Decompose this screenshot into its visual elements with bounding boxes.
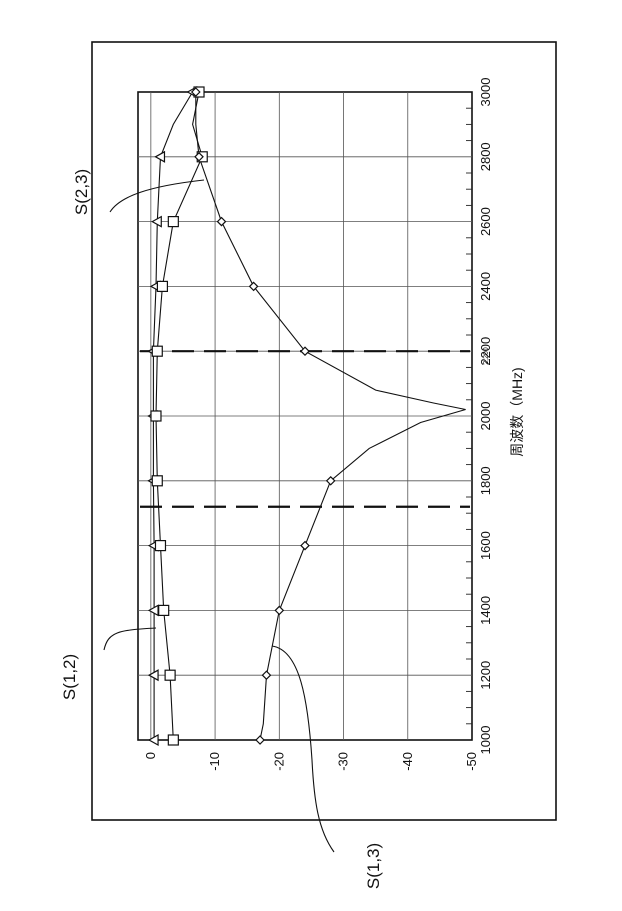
series-marker-23 [155, 541, 165, 551]
freq-tick-label: 2800 [478, 142, 493, 171]
callout-s13: S(1,3) [364, 843, 383, 889]
db-tick-label: -50 [464, 752, 479, 771]
db-tick-label: 0 [143, 752, 158, 759]
freq-tick-label: 1600 [478, 531, 493, 560]
freq-tick-label: 2400 [478, 272, 493, 301]
db-tick-label: -30 [336, 752, 351, 771]
series-marker-23 [152, 346, 162, 356]
x-axis-title: 周波数（MHz) [509, 367, 525, 456]
series-marker-23 [159, 605, 169, 615]
freq-tick-label: 1200 [478, 661, 493, 690]
freq-tick-label: 3000 [478, 78, 493, 107]
db-tick-label: -20 [271, 752, 286, 771]
frequency-tick-labels: 1000120014001600180020002200240026002800… [478, 78, 493, 755]
series-marker-23 [157, 281, 167, 291]
freq-tick-label: 1400 [478, 596, 493, 625]
series-marker-23 [165, 670, 175, 680]
series-marker-23 [152, 476, 162, 486]
db-tick-label: -40 [400, 752, 415, 771]
series-marker-23 [168, 735, 178, 745]
callout-s23: S(2,3) [72, 169, 91, 215]
db-tick-labels: 0 -10 -20 -30 -40 -50 [143, 752, 479, 771]
series-marker-23 [168, 217, 178, 227]
db-tick-label: -10 [207, 752, 222, 771]
freq-tick-label: 2600 [478, 207, 493, 236]
stray-label: 2,200 [483, 347, 490, 365]
series-marker-23 [151, 411, 161, 421]
freq-tick-label: 1800 [478, 466, 493, 495]
freq-tick-label: 2000 [478, 402, 493, 431]
callout-s12: S(1,2) [60, 654, 79, 700]
freq-tick-label: 1000 [478, 726, 493, 755]
